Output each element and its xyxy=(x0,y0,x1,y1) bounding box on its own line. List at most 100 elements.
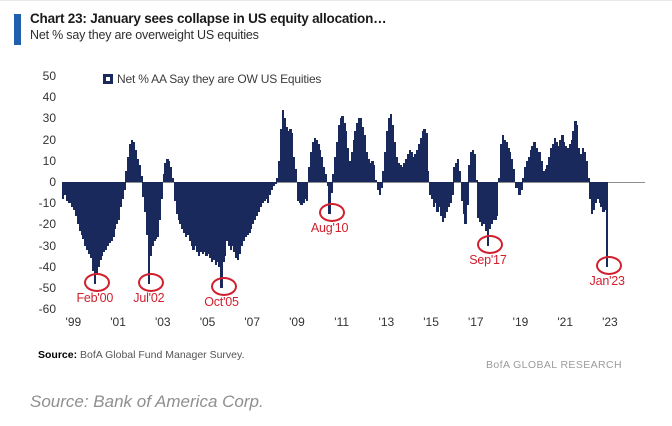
bar xyxy=(237,182,240,261)
bar xyxy=(438,182,441,208)
annotation-label: Feb'00 xyxy=(76,290,114,305)
bar xyxy=(319,150,322,182)
bar xyxy=(419,137,422,182)
bar xyxy=(177,182,180,221)
bar xyxy=(347,148,350,182)
bar xyxy=(371,160,374,182)
bar xyxy=(497,177,501,182)
bar xyxy=(388,118,391,182)
x-axis-tick-label: '13 xyxy=(378,315,395,329)
bar xyxy=(216,182,219,263)
bar xyxy=(86,182,89,250)
bar xyxy=(218,182,221,267)
source-text: BofA Global Fund Manager Survey. xyxy=(77,349,245,361)
bar xyxy=(602,182,605,212)
bar xyxy=(309,152,313,182)
annotation-label: Jan'23 xyxy=(589,273,625,288)
bar xyxy=(311,141,314,182)
bar xyxy=(246,182,249,235)
bar xyxy=(190,182,193,246)
bar xyxy=(509,152,512,182)
bar xyxy=(568,143,572,182)
bar xyxy=(527,156,531,182)
bar xyxy=(203,182,206,252)
bar xyxy=(313,137,316,182)
bar xyxy=(538,152,542,182)
bar xyxy=(121,182,124,199)
bar xyxy=(80,182,83,235)
bar xyxy=(551,143,555,182)
bar xyxy=(410,152,413,182)
bar xyxy=(429,182,432,195)
y-axis-tick-label: -30 xyxy=(38,238,56,253)
bar xyxy=(332,173,335,182)
bar xyxy=(343,122,346,182)
chart-title: Chart 23: January sees collapse in US eq… xyxy=(30,11,387,26)
bar xyxy=(160,182,164,199)
bar xyxy=(140,175,143,182)
bar xyxy=(63,182,67,195)
bar xyxy=(596,182,599,199)
bar xyxy=(89,182,93,259)
bar xyxy=(522,177,525,182)
bar xyxy=(358,118,361,182)
bar xyxy=(104,182,108,250)
bar xyxy=(445,182,449,212)
bar xyxy=(233,182,236,252)
bar xyxy=(468,165,471,182)
x-axis-tick-label: '07 xyxy=(244,315,261,329)
bar xyxy=(65,182,69,202)
bar xyxy=(253,182,257,221)
bar xyxy=(119,182,123,208)
bar xyxy=(490,182,493,225)
bar xyxy=(220,182,223,288)
bar xyxy=(179,182,182,225)
bar xyxy=(464,182,467,225)
bar xyxy=(196,182,199,252)
bar xyxy=(518,182,521,195)
annotation-circle xyxy=(83,273,110,293)
annotation-label: Aug'10 xyxy=(310,220,349,235)
bar xyxy=(510,158,514,182)
bar xyxy=(376,182,380,191)
bar xyxy=(82,182,85,240)
y-axis-tick-label: 20 xyxy=(42,132,56,147)
bar xyxy=(555,141,558,182)
source-label: Source: xyxy=(38,349,78,361)
bar xyxy=(606,182,609,267)
bar xyxy=(296,182,300,202)
bar xyxy=(494,182,497,221)
bar xyxy=(553,137,557,182)
x-axis-tick-label: '99 xyxy=(65,315,82,329)
bar xyxy=(276,177,279,182)
bar xyxy=(250,182,253,229)
chart-card: Chart 23: January sees collapse in US eq… xyxy=(0,0,672,371)
x-axis-tick-label: '09 xyxy=(289,315,305,329)
bar xyxy=(117,182,121,221)
bar xyxy=(443,182,447,218)
bar xyxy=(473,154,477,182)
y-axis-tick-label: -20 xyxy=(38,217,56,232)
bar xyxy=(477,182,480,218)
bar xyxy=(231,182,234,246)
bar xyxy=(171,177,175,182)
x-axis-tick-label: '11 xyxy=(334,315,350,329)
bar xyxy=(268,182,272,195)
bar xyxy=(414,154,417,182)
bar xyxy=(520,182,523,191)
bar xyxy=(164,162,167,182)
bar xyxy=(475,179,478,182)
bar xyxy=(455,162,458,182)
bar xyxy=(378,182,381,195)
bar xyxy=(565,145,568,182)
bar xyxy=(423,129,426,182)
bar xyxy=(157,182,160,238)
plot-area: Net % AA Say they are OW US Equities 50 4… xyxy=(0,49,672,341)
bar xyxy=(224,182,227,257)
bar xyxy=(427,171,430,182)
bar xyxy=(557,145,560,182)
bar xyxy=(442,182,445,223)
bar xyxy=(252,182,255,225)
bar xyxy=(503,139,506,182)
bar xyxy=(97,182,100,267)
